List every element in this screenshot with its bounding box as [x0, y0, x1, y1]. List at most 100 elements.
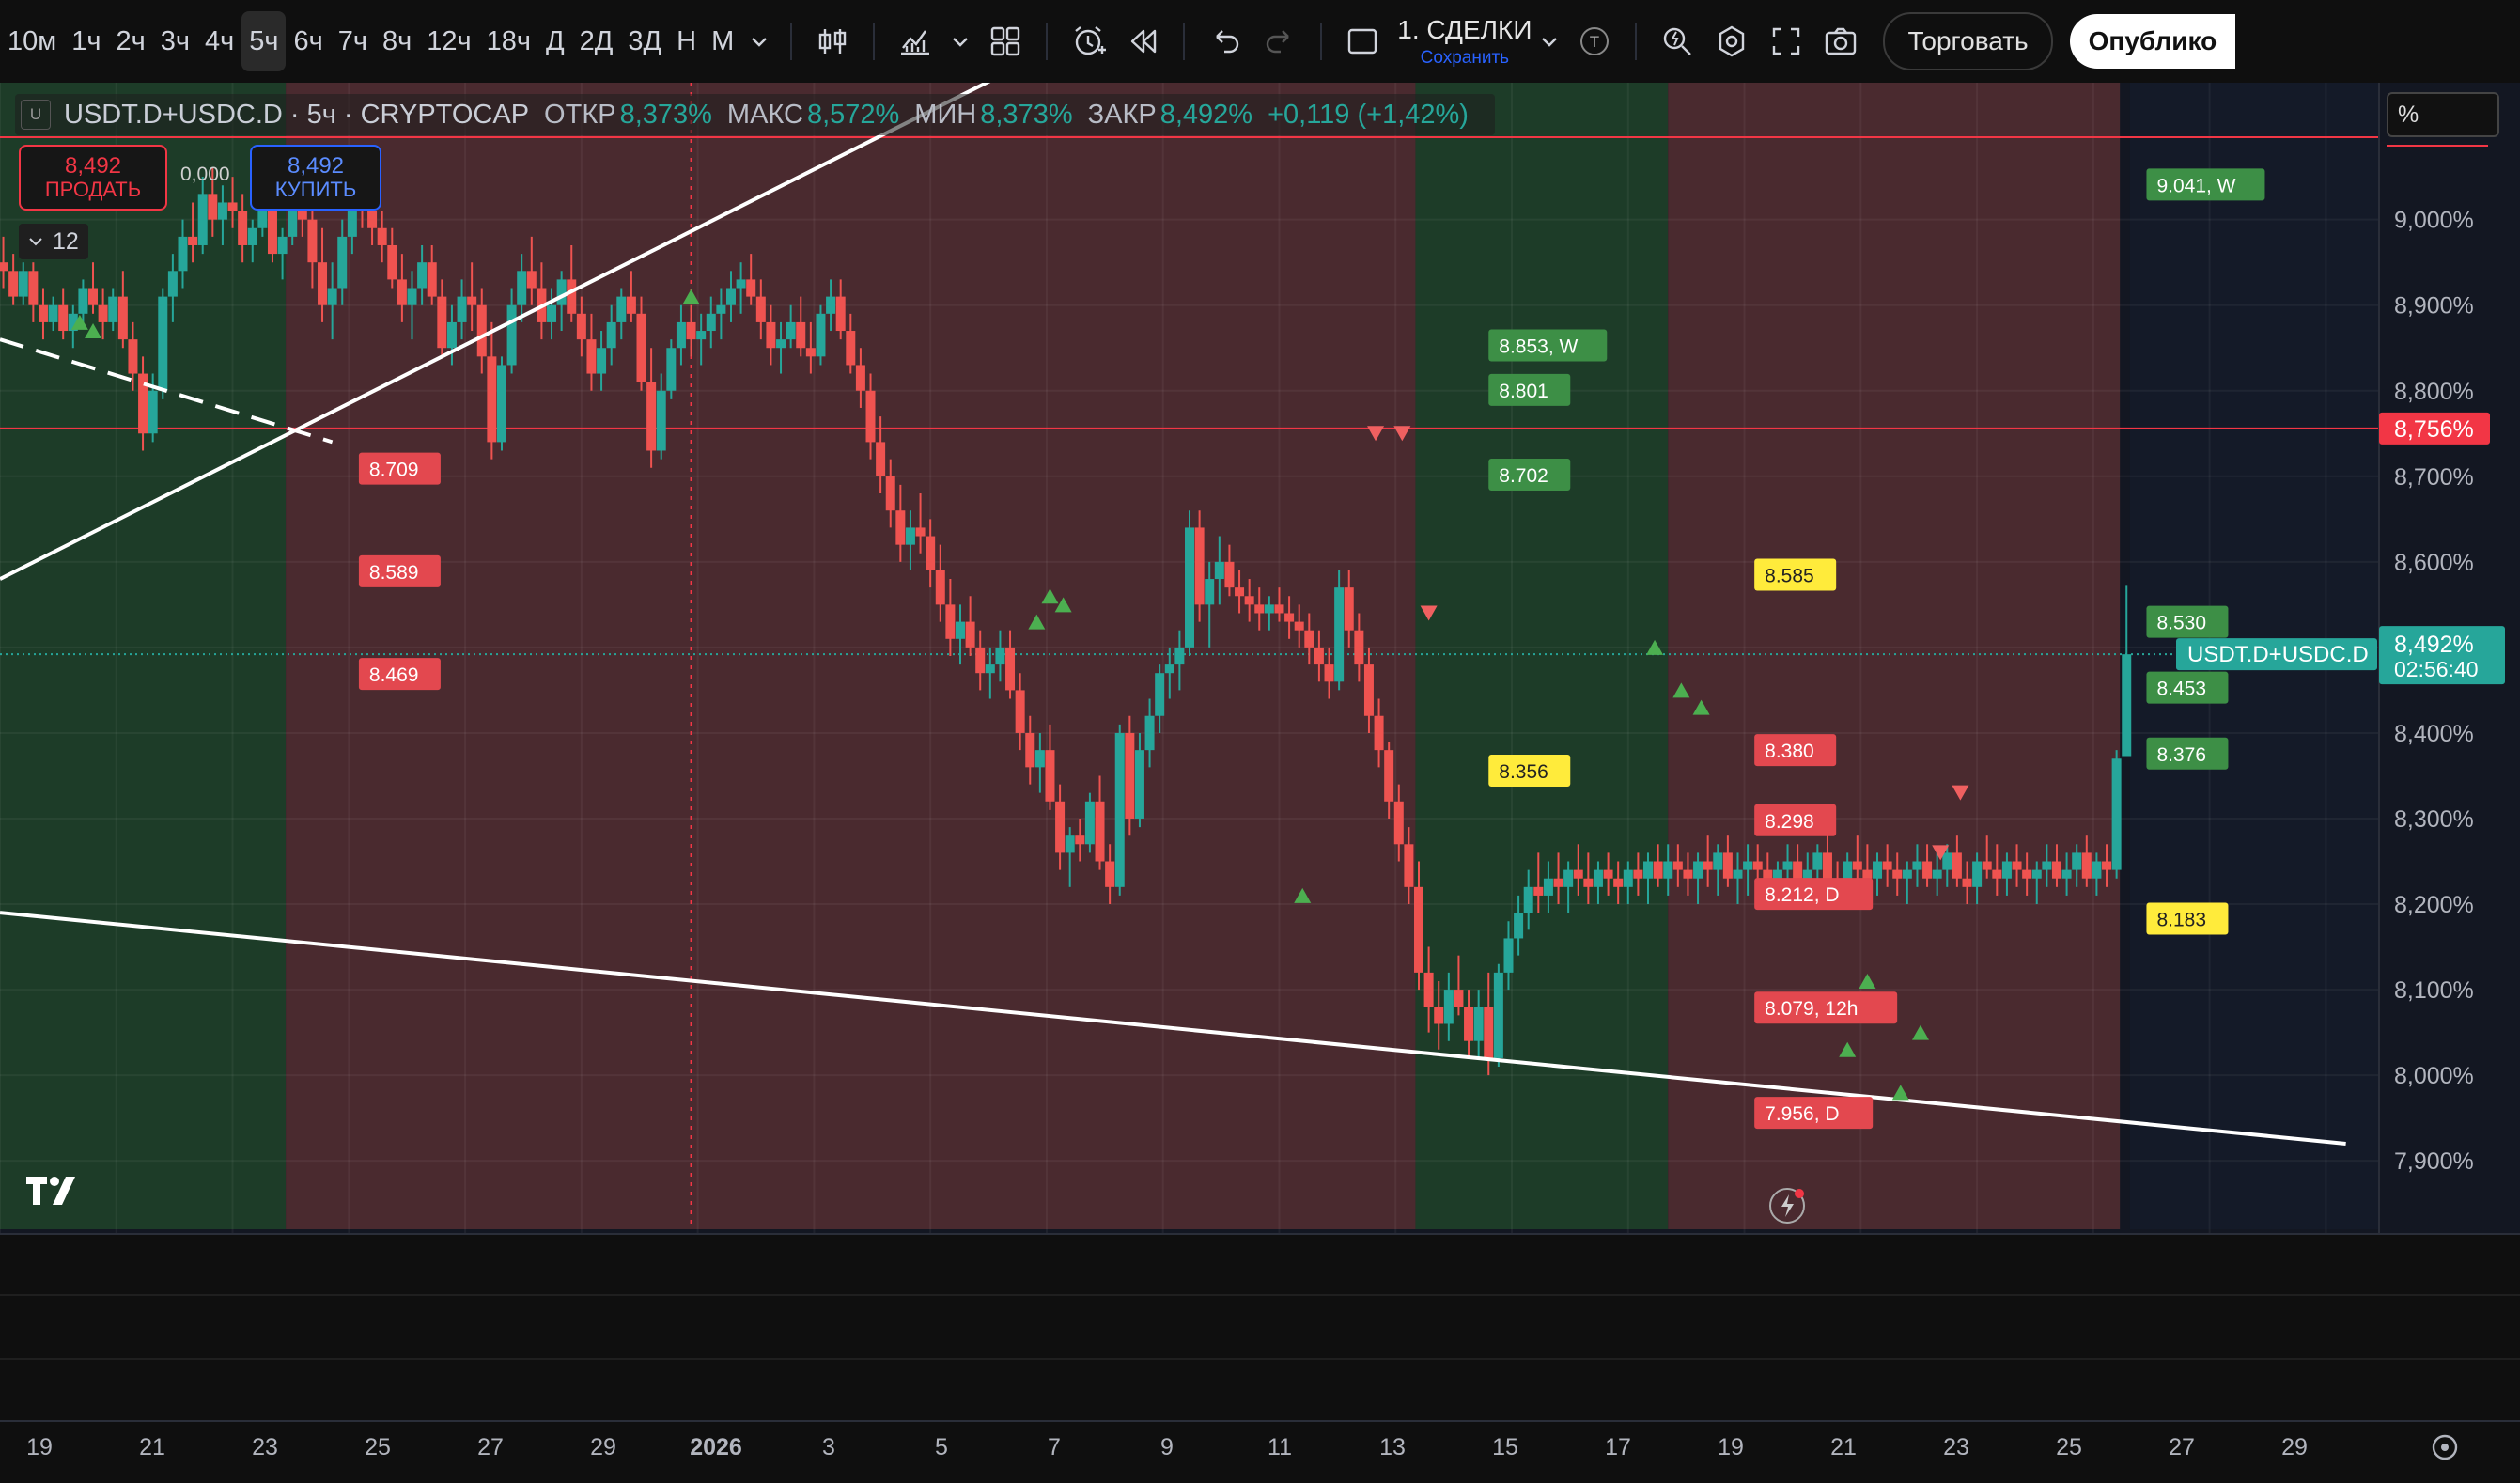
candle-body-46 [457, 296, 467, 322]
candle-body-194 [1932, 869, 1942, 879]
candle-body-40 [397, 279, 407, 305]
layout-square-icon[interactable] [1335, 11, 1390, 71]
indicators-icon[interactable] [888, 11, 942, 71]
x-tick-label: 17 [1605, 1434, 1631, 1460]
settings-gear-icon[interactable] [1704, 11, 1759, 71]
timeframe-15[interactable]: М [711, 25, 735, 56]
candle-body-190 [1892, 869, 1903, 879]
timeframe-1[interactable]: 1ч [71, 25, 101, 56]
trade-button[interactable]: Торговать [1883, 12, 2053, 70]
indicators-collapse-button[interactable]: 12 [19, 224, 88, 259]
candle-body-100 [995, 647, 1005, 665]
candle-body-186 [1852, 861, 1862, 870]
candle-body-66 [656, 390, 666, 451]
indicators-dropdown-icon[interactable] [942, 11, 978, 71]
sell-button[interactable]: 8,492 ПРОДАТЬ [19, 145, 167, 211]
timeframe-12[interactable]: 2Д [579, 25, 614, 56]
candle-body-181 [1802, 869, 1812, 879]
replay-icon[interactable] [1115, 11, 1170, 71]
candle-body-4 [38, 304, 48, 322]
candle-body-116 [1155, 673, 1165, 716]
candle-body-17 [167, 271, 178, 297]
layouts-grid-icon[interactable] [978, 11, 1033, 71]
candle-body-197 [1962, 878, 1972, 887]
trendline-2[interactable] [0, 337, 334, 445]
candle-body-65 [646, 382, 657, 451]
candle-body-128 [1274, 604, 1284, 614]
lightning-icon[interactable] [1769, 1188, 1805, 1224]
timeframe-dropdown-icon[interactable] [741, 11, 777, 71]
candle-body-12 [117, 296, 128, 340]
top-toolbar: 10м 1ч 2ч 3ч 4ч 5ч 6ч 7ч 8ч 12ч 18ч Д 2Д 3Д Н М 1. СДЕЛ… [0, 0, 2520, 85]
signal-marker-4 [1041, 588, 1059, 604]
camera-icon[interactable] [1813, 11, 1868, 71]
signal-marker-2 [682, 289, 700, 304]
timeframe-10[interactable]: 18ч [486, 25, 531, 56]
axis-settings-icon[interactable] [2432, 1434, 2458, 1460]
timeframe-7[interactable]: 7ч [337, 25, 367, 56]
candle-body-72 [716, 304, 726, 314]
timeframe-8[interactable]: 8ч [381, 25, 412, 56]
timeframe-6[interactable]: 6ч [293, 25, 323, 56]
signal-marker-15 [1839, 1041, 1857, 1057]
candle-body-121 [1205, 579, 1215, 605]
layout-name[interactable]: 1. СДЕЛКИ Сохранить [1397, 16, 1532, 68]
symbol-badge: U [21, 100, 51, 130]
x-tick-label: 27 [477, 1434, 504, 1460]
timeframe-4[interactable]: 4ч [204, 25, 235, 56]
candle-body-20 [197, 194, 208, 245]
y-tick-label: 8,600% [2394, 550, 2474, 576]
signal-marker-12 [1692, 699, 1710, 715]
price-chart[interactable]: 8.709 8.589 8.469 8.853, W 8.801 8.702 8.356 8.… [0, 83, 2520, 1483]
layout-dropdown-icon[interactable] [1532, 11, 1567, 71]
lightning-dot [1795, 1189, 1804, 1198]
quick-search-icon[interactable] [1650, 11, 1704, 71]
axis-settings-dot [2441, 1444, 2449, 1451]
candle-body-164 [1633, 869, 1643, 879]
timeframe-5[interactable]: 5ч [241, 11, 287, 71]
publish-button[interactable]: Опублико [2069, 14, 2236, 69]
candle-body-103 [1025, 732, 1035, 768]
timeframe-0[interactable]: 10м [8, 25, 57, 56]
signal-marker-7 [1367, 426, 1385, 442]
candle-body-182 [1812, 852, 1823, 870]
candle-body-10 [98, 304, 108, 322]
candle-body-136 [1354, 630, 1364, 665]
trendline-1[interactable] [0, 911, 2346, 1146]
candle-body-57 [567, 279, 577, 314]
undo-icon[interactable] [1198, 11, 1252, 71]
divider [790, 23, 793, 60]
trendline-0[interactable] [0, 83, 1003, 581]
candle-body-5 [48, 304, 58, 322]
timeframe-2[interactable]: 2ч [116, 25, 146, 56]
candle-body-35 [347, 194, 357, 237]
timeframe-11[interactable]: Д [545, 25, 565, 56]
buy-button[interactable]: 8,492 КУПИТЬ [250, 145, 381, 211]
timeframe-13[interactable]: 3Д [628, 25, 662, 56]
scale-unit-selector[interactable]: % [2387, 92, 2499, 137]
candle-body-203 [2022, 869, 2032, 879]
candle-body-175 [1743, 861, 1753, 870]
x-tick-label: 5 [935, 1434, 948, 1460]
candle-body-151 [1503, 938, 1514, 973]
x-tick-label: 15 [1492, 1434, 1518, 1460]
candle-body-156 [1553, 878, 1563, 887]
trading-panel-icon[interactable]: T [1567, 11, 1622, 71]
alert-clock-icon[interactable] [1061, 11, 1115, 71]
timeframe-14[interactable]: Н [677, 25, 697, 56]
candles-icon[interactable] [805, 11, 860, 71]
candle-body-58 [576, 313, 586, 340]
timeframe-9[interactable]: 12ч [427, 25, 472, 56]
candle-body-87 [865, 390, 876, 443]
save-link[interactable]: Сохранить [1420, 47, 1510, 68]
open-value: 8,373% [619, 99, 712, 130]
symbol-name[interactable]: USDT.D+USDC.D · 5ч · CRYPTOCAP [64, 99, 530, 130]
candle-body-166 [1653, 861, 1663, 879]
candle-body-69 [686, 321, 696, 340]
redo-icon[interactable] [1252, 11, 1307, 71]
timeframe-3[interactable]: 3ч [160, 25, 190, 56]
candle-body-172 [1713, 852, 1723, 870]
fullscreen-icon[interactable] [1759, 11, 1813, 71]
lower-pane-area [0, 1234, 2520, 1483]
candle-body-22 [217, 202, 227, 220]
